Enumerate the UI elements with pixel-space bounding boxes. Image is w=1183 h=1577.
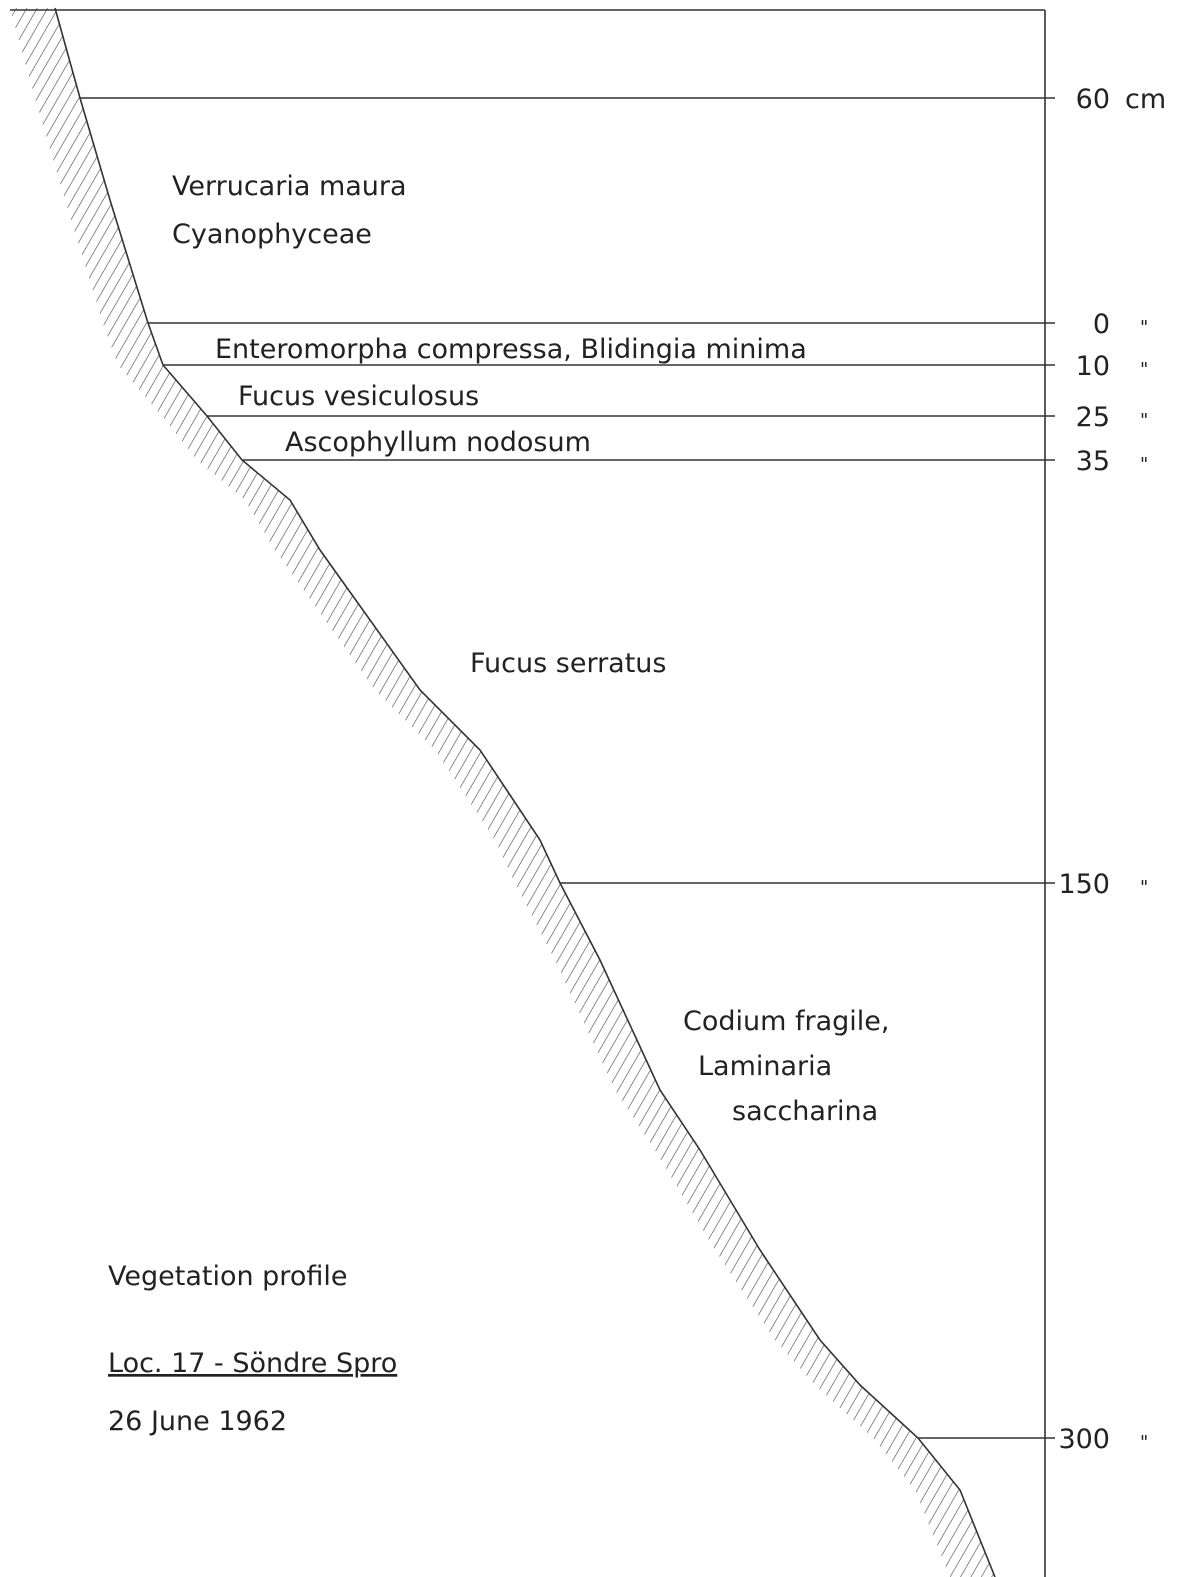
caption-title: Vegetation profile [108, 1261, 347, 1292]
level-unit: " [1140, 410, 1148, 431]
level-unit: cm [1125, 84, 1166, 115]
zone-label: Cyanophyceae [172, 219, 372, 250]
level-number: 150 [1058, 869, 1110, 900]
level-unit: " [1140, 359, 1148, 380]
zone-label: Laminaria [698, 1051, 832, 1082]
caption-date: 26 June 1962 [108, 1406, 287, 1437]
zone-label: saccharina [732, 1096, 878, 1127]
shore-profile [54, 7, 996, 1577]
level-number: 35 [1076, 446, 1110, 477]
level-number: 60 [1076, 84, 1110, 115]
zone-label: Codium fragile, [683, 1006, 890, 1037]
level-unit: " [1140, 317, 1148, 338]
zone-label: Ascophyllum nodosum [285, 427, 591, 458]
level-number: 10 [1076, 351, 1110, 382]
level-unit: " [1140, 454, 1148, 475]
zone-label: Enteromorpha compressa, Blidingia minima [215, 334, 807, 365]
zone-label: Verrucaria maura [172, 171, 407, 202]
level-unit: " [1140, 1432, 1148, 1453]
level-number: 25 [1076, 402, 1110, 433]
caption-location: Loc. 17 - Söndre Spro [108, 1348, 397, 1379]
level-number: 0 [1093, 309, 1110, 340]
level-number: 300 [1058, 1424, 1110, 1455]
zone-label: Fucus serratus [470, 648, 667, 679]
rock-hatching [10, 8, 995, 1577]
level-unit: " [1140, 877, 1148, 898]
zone-label: Fucus vesiculosus [238, 381, 479, 412]
